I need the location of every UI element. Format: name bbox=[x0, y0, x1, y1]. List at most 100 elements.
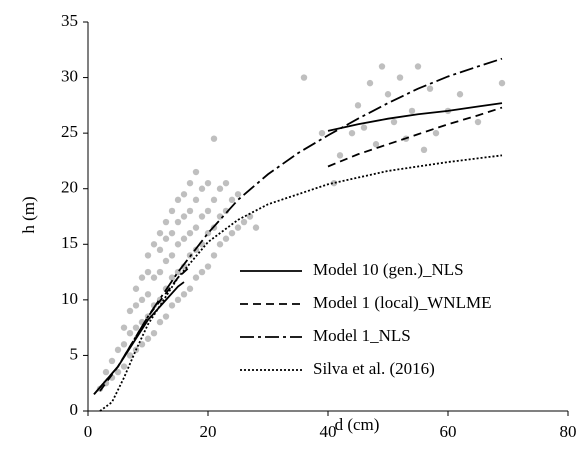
scatter-point bbox=[330, 179, 338, 187]
scatter-point bbox=[174, 296, 182, 304]
x-tick-label: 0 bbox=[84, 422, 93, 441]
scatter-point bbox=[210, 135, 218, 142]
y-axis-label: h (m) bbox=[19, 196, 38, 233]
scatter-point bbox=[132, 302, 140, 309]
legend-label: Model 10 (gen.)_NLS bbox=[313, 260, 464, 279]
scatter-point bbox=[156, 268, 164, 276]
scatter-point bbox=[234, 191, 242, 198]
scatter-point bbox=[360, 124, 368, 131]
scatter-point bbox=[420, 146, 428, 154]
scatter-point bbox=[192, 224, 200, 231]
scatter-point bbox=[168, 274, 176, 281]
series-line bbox=[93, 57, 503, 395]
scatter-point bbox=[474, 118, 482, 126]
scatter-point bbox=[186, 285, 194, 292]
scatter-point bbox=[366, 79, 374, 87]
scatter-point bbox=[198, 185, 206, 192]
legend-bg bbox=[236, 290, 566, 318]
scatter-point bbox=[180, 235, 188, 242]
y-tick-label: 25 bbox=[61, 122, 78, 141]
scatter-point bbox=[390, 118, 398, 126]
scatter-point bbox=[408, 107, 416, 115]
x-axis-label: d (cm) bbox=[335, 415, 380, 434]
scatter-point bbox=[102, 368, 110, 376]
scatter-point bbox=[120, 341, 128, 348]
scatter-point bbox=[210, 196, 218, 204]
scatter-point bbox=[180, 291, 188, 298]
scatter-point bbox=[204, 263, 212, 270]
scatter-point bbox=[222, 179, 230, 187]
x-tick-label: 20 bbox=[200, 422, 217, 441]
scatter-point bbox=[186, 207, 194, 215]
scatter-point bbox=[180, 191, 188, 198]
scatter-point bbox=[246, 213, 254, 220]
scatter-point bbox=[138, 274, 146, 281]
scatter-point bbox=[114, 346, 122, 354]
scatter-point bbox=[204, 207, 212, 215]
scatter-point bbox=[120, 324, 128, 331]
y-tick-label: 10 bbox=[61, 289, 78, 308]
scatter-point bbox=[168, 229, 176, 237]
scatter-point bbox=[192, 274, 200, 281]
scatter-point bbox=[378, 63, 386, 70]
scatter-point bbox=[126, 352, 134, 359]
scatter-point bbox=[162, 313, 170, 320]
scatter-point bbox=[126, 330, 134, 337]
scatter-point bbox=[132, 324, 140, 331]
scatter-point bbox=[216, 185, 224, 192]
scatter-point bbox=[498, 79, 506, 87]
scatter-point bbox=[150, 330, 158, 337]
scatter-point bbox=[150, 241, 158, 248]
scatter-point bbox=[120, 363, 128, 370]
scatter-point bbox=[168, 207, 176, 215]
x-tick-label: 80 bbox=[560, 422, 577, 441]
scatter-point bbox=[144, 268, 152, 276]
scatter-point bbox=[186, 229, 194, 237]
x-tick-label: 60 bbox=[440, 422, 457, 441]
scatter-point bbox=[456, 91, 464, 98]
scatter-point bbox=[228, 196, 236, 204]
y-tick-label: 35 bbox=[61, 11, 78, 30]
scatter-point bbox=[156, 246, 164, 254]
scatter-point bbox=[426, 85, 434, 92]
scatter-point bbox=[354, 102, 362, 109]
scatter-point bbox=[156, 318, 164, 326]
series-line bbox=[327, 102, 503, 132]
scatter-point bbox=[372, 141, 380, 148]
series-line bbox=[93, 281, 185, 395]
scatter-point bbox=[216, 241, 224, 248]
x-tick-label: 40 bbox=[320, 422, 337, 441]
scatter-point bbox=[222, 235, 230, 242]
scatter-point bbox=[114, 368, 122, 376]
scatter-point bbox=[318, 129, 326, 137]
legend-label: Model 1 (local)_WNLME bbox=[313, 293, 491, 312]
scatter-point bbox=[240, 218, 248, 226]
scatter-point bbox=[192, 196, 200, 204]
scatter-point bbox=[174, 196, 182, 204]
scatter-point bbox=[348, 129, 356, 137]
scatter-point bbox=[174, 241, 182, 248]
scatter-point bbox=[150, 274, 158, 281]
scatter-point bbox=[138, 296, 146, 304]
scatter-point bbox=[168, 252, 176, 259]
scatter-point bbox=[126, 307, 134, 315]
scatter-point bbox=[228, 229, 236, 237]
scatter-point bbox=[162, 235, 170, 242]
scatter-point bbox=[138, 341, 146, 348]
scatter-point bbox=[186, 179, 194, 187]
scatter-point bbox=[180, 213, 188, 220]
y-tick-label: 0 bbox=[70, 400, 79, 419]
scatter-point bbox=[432, 129, 440, 137]
y-tick-label: 30 bbox=[61, 66, 78, 85]
scatter-point bbox=[144, 335, 152, 342]
y-tick-label: 5 bbox=[70, 344, 79, 363]
scatter-point bbox=[396, 74, 404, 81]
scatter-point bbox=[384, 91, 392, 98]
scatter-point bbox=[162, 218, 170, 226]
scatter-point bbox=[204, 179, 212, 187]
legend-label: Silva et al. (2016) bbox=[313, 359, 435, 378]
scatter-point bbox=[414, 63, 422, 70]
scatter-point bbox=[210, 252, 218, 259]
scatter-point bbox=[198, 213, 206, 220]
